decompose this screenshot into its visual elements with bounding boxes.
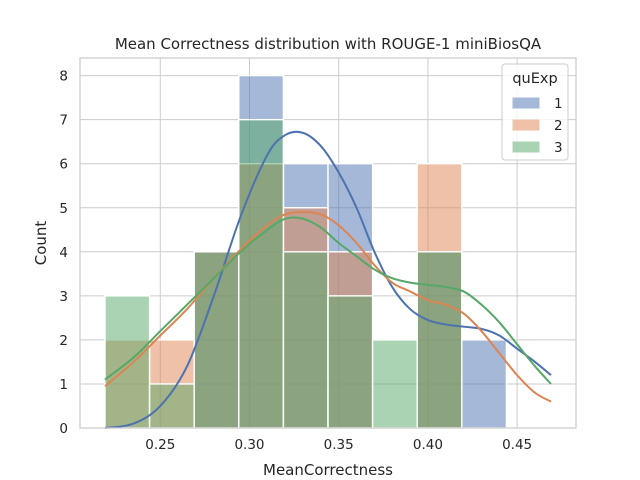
legend-label-2: 2 [554,118,563,134]
y-tick-label-7: 7 [59,113,68,129]
legend-frame [501,63,569,161]
y-tick-label-8: 8 [59,69,68,85]
bar-series-3-bin-7 [416,251,463,429]
plot-area-frame [79,57,577,429]
legend-swatch-2 [511,118,541,132]
legend-label-1: 1 [554,96,563,112]
y-tick-label-1: 1 [59,377,68,393]
bar-series-3-bin-2 [193,251,240,429]
y-ticks: 0 1 2 3 4 5 6 7 8 [59,69,68,437]
x-tick-label-0: 0.25 [145,437,175,453]
y-tick-label-6: 6 [59,157,68,173]
x-tick-label-1: 0.30 [234,437,264,453]
x-axis-label: MeanCorrectness [263,461,393,479]
legend-swatch-3 [511,140,541,154]
x-tick-label-3: 0.40 [413,437,443,453]
legend-label-3: 3 [554,140,563,156]
y-tick-label-4: 4 [59,245,68,261]
x-ticks: 0.25 0.30 0.35 0.40 0.45 [145,437,532,453]
kde-line-series-3 [104,216,552,385]
y-tick-label-0: 0 [59,421,68,437]
y-axis-label: Count [32,221,50,266]
kde-line-series-1 [104,130,552,429]
y-tick-label-3: 3 [59,289,68,305]
bar-series-3-bin-6 [371,339,418,429]
kde-curves [104,130,552,429]
bar-series-1-bin-8 [461,339,508,429]
y-tick-label-5: 5 [59,201,68,217]
y-tick-label-2: 2 [59,333,68,349]
bar-series-3-bin-3 [238,118,285,429]
bars [104,74,508,429]
chart-title: Mean Correctness distribution with ROUGE… [115,35,542,53]
x-tick-label-4: 0.45 [502,437,532,453]
legend-swatch-1 [511,96,541,110]
bar-series-3-bin-4 [282,251,329,429]
x-tick-label-2: 0.35 [324,437,354,453]
bar-series-3-bin-5 [327,295,374,429]
legend: quExp 1 2 3 [501,63,569,161]
legend-items: 1 2 3 [511,96,563,156]
legend-title: quExp [512,71,557,87]
